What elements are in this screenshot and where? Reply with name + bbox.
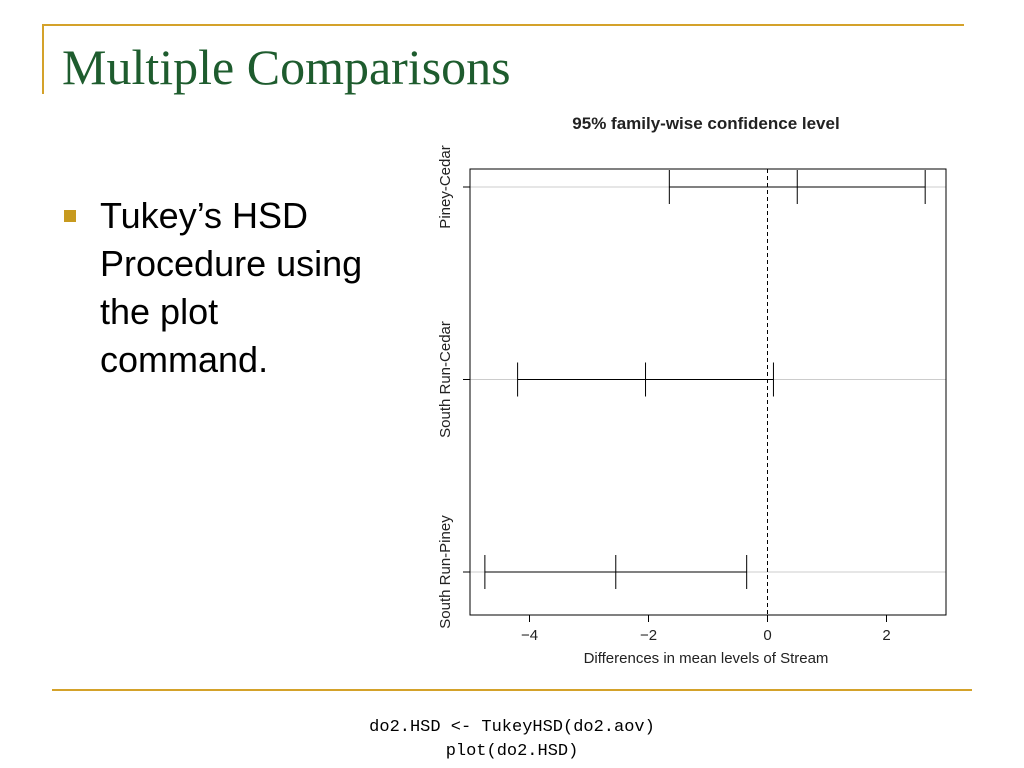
y-tick-label: South Run-Piney <box>437 515 454 629</box>
y-tick-label: South Run-Cedar <box>437 321 454 438</box>
x-tick-label: −4 <box>521 627 538 644</box>
plot-area: −4 −2 0 2 Piney-Cedar South Run-Cedar South Ru… <box>437 145 947 644</box>
code-line: plot(do2.HSD) <box>445 742 579 761</box>
slide-title: Multiple Comparisons <box>62 39 511 95</box>
accent-vertical-line <box>42 24 44 94</box>
code-line: do2.HSD <- TukeyHSD(do2.aov) <box>369 718 655 737</box>
x-tick-label: −2 <box>640 627 657 644</box>
accent-bottom-line <box>52 689 972 691</box>
bullet-square-icon <box>64 210 76 222</box>
bullet-text: Tukey’s HSD Procedure using the plot com… <box>100 195 363 380</box>
accent-top-line <box>42 24 964 26</box>
code-block: do2.HSD <- TukeyHSD(do2.aov) plot(do2.HS… <box>0 716 1024 764</box>
plot-frame <box>469 168 947 616</box>
x-tick-label: 2 <box>882 627 890 644</box>
tukey-hsd-plot: 95% family-wise confidence level Differe… <box>437 114 947 667</box>
chart-title: 95% family-wise confidence level <box>572 114 839 133</box>
y-tick-label: Piney-Cedar <box>437 145 454 228</box>
x-axis-label: Differences in mean levels of Stream <box>584 650 829 667</box>
x-tick-label: 0 <box>763 627 771 644</box>
